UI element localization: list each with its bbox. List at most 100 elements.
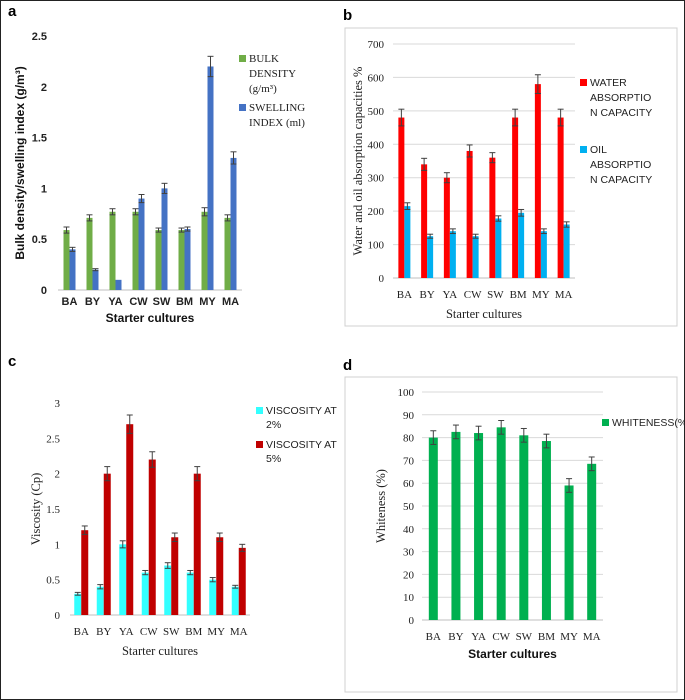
y-tick-label: 400 [368, 139, 385, 151]
bar-b-my-0 [534, 84, 541, 278]
x-tick-label: YA [471, 631, 486, 643]
panel-label-c: c [8, 353, 16, 370]
bar-a-by-1 [92, 269, 99, 290]
y-tick-label: 500 [368, 106, 385, 118]
bar-c-by-1 [103, 473, 111, 615]
y-tick-label: 200 [368, 206, 385, 218]
bar-c-by-0 [96, 586, 104, 615]
y-tick-label: 90 [403, 410, 415, 422]
y-tick-label: 0.5 [46, 575, 60, 587]
y-tick-label: 700 [368, 39, 385, 51]
bar-c-cw-0 [141, 572, 149, 615]
bar-d-ya-0 [474, 433, 484, 620]
y-tick-label: 0.5 [32, 234, 47, 246]
x-tick-label: MA [583, 631, 601, 643]
x-tick-label: CW [140, 626, 158, 638]
legend-label: N CAPACITY [590, 107, 652, 119]
y-tick-label: 3 [55, 398, 61, 410]
bar-c-bm-1 [193, 473, 201, 615]
bar-d-ba-0 [428, 437, 438, 620]
x-tick-label: BM [538, 631, 555, 643]
x-tick-label: CW [492, 631, 510, 643]
bar-c-ma-1 [238, 547, 246, 615]
y-tick-label: 10 [403, 592, 415, 604]
legend-label: ABSORPTIO [590, 159, 651, 171]
x-tick-label: MY [199, 296, 216, 308]
bar-d-cw-0 [496, 427, 506, 620]
bar-b-my-1 [540, 231, 547, 278]
y-tick-label: 100 [398, 387, 415, 399]
x-tick-label: BY [448, 631, 463, 643]
x-tick-label: MY [532, 289, 550, 301]
panel-label-a: a [8, 3, 17, 20]
y-tick-label: 0 [55, 610, 61, 622]
x-tick-label: CW [129, 296, 148, 308]
y-tick-label: 2 [55, 469, 61, 481]
y-tick-label: 1.5 [32, 133, 47, 145]
x-tick-label: YA [443, 289, 458, 301]
panel-b-border [344, 27, 678, 327]
legend-label: (g/m³) [249, 83, 277, 95]
x-tick-label: MA [555, 289, 573, 301]
x-tick-label: BA [62, 296, 78, 308]
bar-a-cw-0 [132, 211, 139, 290]
bar-b-ma-0 [557, 117, 564, 279]
bar-b-cw-1 [472, 236, 479, 278]
legend-swatch [580, 79, 587, 86]
x-tick-label: SW [163, 626, 180, 638]
bar-b-ya-1 [449, 231, 456, 278]
legend-label: WATER [590, 77, 627, 89]
bar-c-my-1 [216, 537, 224, 615]
bar-a-cw-1 [138, 198, 145, 290]
y-tick-label: 20 [403, 569, 415, 581]
x-tick-label: MA [222, 296, 239, 308]
y-tick-label: 2.5 [32, 31, 47, 43]
y-tick-label: 0 [379, 273, 385, 285]
bar-a-by-0 [86, 217, 93, 290]
legend-swatch [239, 104, 246, 111]
x-tick-label: BA [426, 631, 441, 643]
x-tick-label: BM [510, 289, 527, 301]
legend-label: INDEX (ml) [249, 117, 305, 129]
x-tick-label: YA [108, 296, 122, 308]
bar-a-ba-0 [63, 230, 70, 290]
legend-swatch [580, 146, 587, 153]
y-tick-label: 40 [403, 524, 415, 536]
bar-c-ba-0 [74, 593, 82, 615]
bar-a-sw-0 [155, 230, 162, 290]
chart-b: 0 100 200 300 400 500 600 700 BA BY YA CW SW BM MY MA St… [351, 39, 652, 321]
bar-b-ma-1 [563, 224, 570, 278]
bar-c-ya-1 [126, 424, 134, 615]
bar-b-ya-0 [443, 177, 450, 278]
legend-label: N CAPACITY [590, 174, 652, 186]
bar-c-sw-1 [171, 537, 179, 615]
bar-a-ya-0 [109, 211, 116, 290]
y-tick-label: 100 [368, 240, 385, 252]
legend-swatch [239, 55, 246, 62]
y-tick-label: 1.5 [46, 504, 60, 516]
y-tick-label: 70 [403, 455, 415, 467]
bar-d-ma-0 [587, 463, 597, 620]
x-tick-label: MY [560, 631, 578, 643]
x-axis-title: Starter cultures [106, 311, 195, 325]
x-tick-label: BA [74, 626, 89, 638]
legend-label: ABSORPTIO [590, 92, 651, 104]
legend-label: WHITENESS(%) [612, 417, 685, 429]
bar-a-ma-1 [230, 157, 237, 290]
y-axis-title: Viscosity (Cp) [29, 473, 43, 546]
x-tick-label: CW [464, 289, 482, 301]
y-tick-label: 0 [41, 285, 47, 297]
bar-c-sw-0 [164, 565, 172, 615]
x-tick-label: BA [397, 289, 412, 301]
x-tick-label: MY [207, 626, 225, 638]
bar-b-bm-0 [512, 117, 519, 279]
x-axis-title: Starter cultures [468, 647, 557, 661]
chart-d: 0 10 20 30 40 50 60 70 80 90 100 BA BY YA CW SW BM MY MA St… [374, 387, 685, 661]
y-tick-label: 60 [403, 478, 415, 490]
y-tick-label: 600 [368, 72, 385, 84]
panel-d-border [344, 376, 678, 693]
bar-d-sw-0 [519, 435, 529, 620]
chart-a: 0 0.5 1 1.5 2 2.5 BA BY YA CW SW BM MY MA Starter cult… [13, 31, 305, 325]
legend-label: VISCOSITY AT [266, 439, 337, 451]
